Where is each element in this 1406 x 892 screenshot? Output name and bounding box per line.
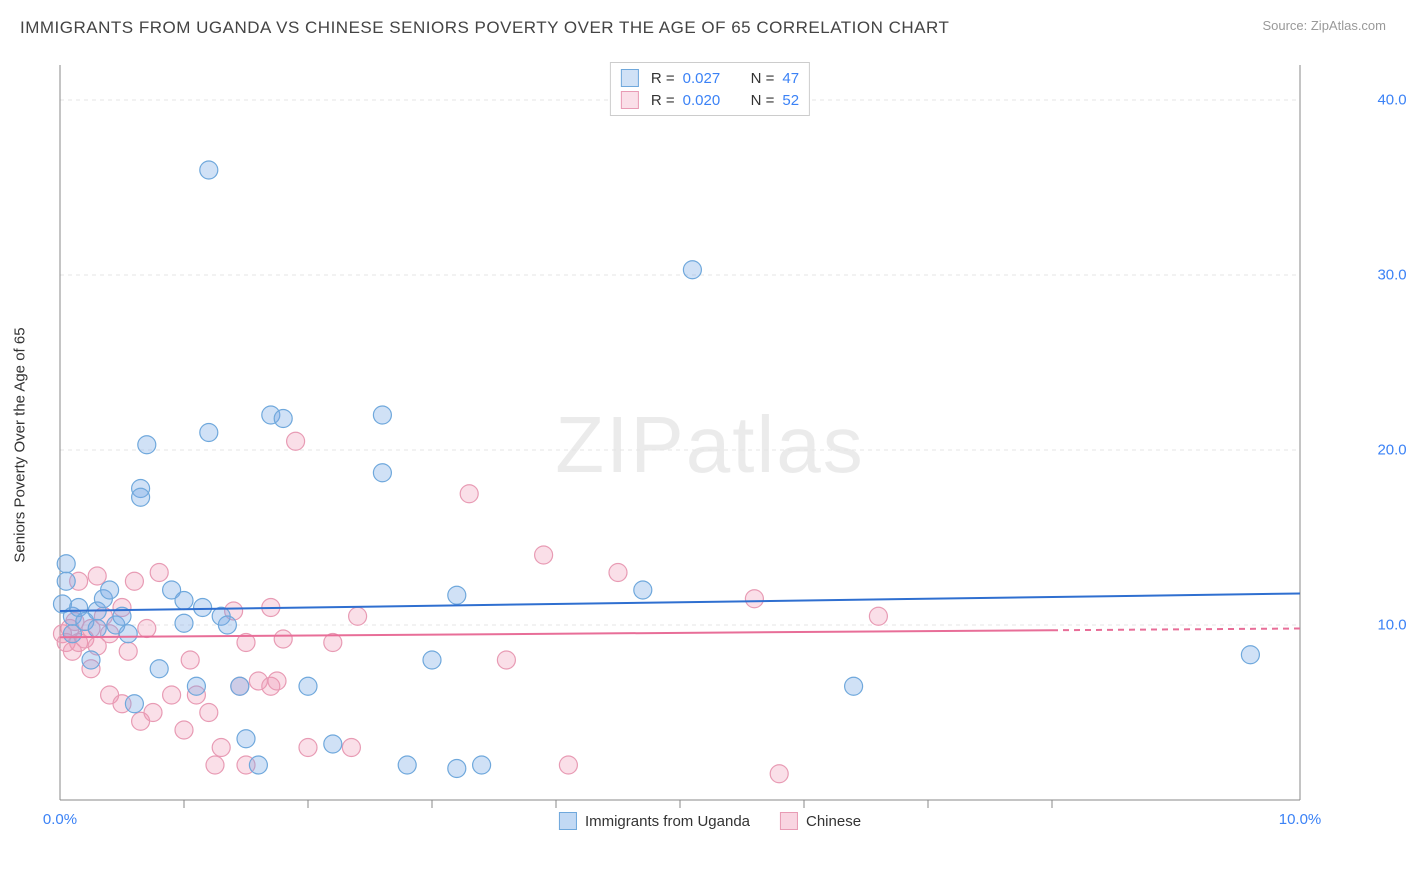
correlation-legend-row: R = 0.020 N = 52 — [621, 89, 799, 111]
chart-title: IMMIGRANTS FROM UGANDA VS CHINESE SENIOR… — [20, 18, 949, 38]
chart-area: Seniors Poverty Over the Age of 65 ZIPat… — [50, 60, 1370, 830]
uganda-trendline — [60, 594, 1300, 612]
n-value: 52 — [782, 92, 799, 109]
series-legend-item: Immigrants from Uganda — [559, 812, 750, 830]
uganda-point — [448, 760, 466, 778]
r-value: 0.020 — [683, 92, 733, 109]
uganda-point — [237, 730, 255, 748]
uganda-point — [473, 756, 491, 774]
uganda-point — [373, 406, 391, 424]
chinese-point — [745, 590, 763, 608]
chinese-point — [274, 630, 292, 648]
uganda-point — [194, 599, 212, 617]
chinese-point — [88, 567, 106, 585]
chinese-point — [535, 546, 553, 564]
chinese-point — [144, 704, 162, 722]
uganda-point — [57, 572, 75, 590]
chinese-point — [163, 686, 181, 704]
uganda-point — [187, 677, 205, 695]
r-label: R = — [651, 70, 675, 87]
chinese-point — [212, 739, 230, 757]
uganda-point — [150, 660, 168, 678]
series-legend-label: Immigrants from Uganda — [585, 813, 750, 830]
uganda-point — [175, 614, 193, 632]
uganda-point — [324, 735, 342, 753]
chinese-point — [125, 572, 143, 590]
uganda-point — [373, 464, 391, 482]
legend-swatch — [780, 812, 798, 830]
uganda-point — [57, 555, 75, 573]
x-tick-label: 0.0% — [43, 811, 77, 828]
series-legend-item: Chinese — [780, 812, 861, 830]
uganda-point — [132, 488, 150, 506]
chinese-point — [175, 721, 193, 739]
chinese-point — [497, 651, 515, 669]
chinese-point — [342, 739, 360, 757]
uganda-point — [398, 756, 416, 774]
legend-swatch — [559, 812, 577, 830]
source-link[interactable]: ZipAtlas.com — [1311, 18, 1386, 33]
uganda-point — [101, 581, 119, 599]
legend-swatch — [621, 69, 639, 87]
chinese-point — [349, 607, 367, 625]
scatter-plot — [50, 60, 1370, 830]
r-value: 0.027 — [683, 70, 733, 87]
n-label: N = — [751, 92, 775, 109]
uganda-point — [231, 677, 249, 695]
source-attribution: Source: ZipAtlas.com — [1262, 18, 1386, 33]
chinese-point — [287, 432, 305, 450]
y-axis-label: Seniors Poverty Over the Age of 65 — [12, 327, 29, 562]
legend-swatch — [621, 91, 639, 109]
uganda-point — [448, 586, 466, 604]
chinese-point — [200, 704, 218, 722]
y-tick-label: 40.0% — [1377, 92, 1406, 109]
chinese-point — [460, 485, 478, 503]
uganda-point — [82, 651, 100, 669]
uganda-point — [274, 410, 292, 428]
uganda-point — [423, 651, 441, 669]
uganda-point — [200, 424, 218, 442]
chinese-point — [770, 765, 788, 783]
chinese-point — [869, 607, 887, 625]
uganda-point — [125, 695, 143, 713]
uganda-point — [845, 677, 863, 695]
y-tick-label: 30.0% — [1377, 267, 1406, 284]
chinese-point — [609, 564, 627, 582]
uganda-point — [88, 620, 106, 638]
y-tick-label: 20.0% — [1377, 442, 1406, 459]
uganda-point — [200, 161, 218, 179]
chinese-point — [138, 620, 156, 638]
chinese-trendline-ext — [1052, 629, 1300, 631]
n-value: 47 — [782, 70, 799, 87]
correlation-legend: R = 0.027 N = 47 R = 0.020 N = 52 — [610, 62, 810, 116]
uganda-point — [249, 756, 267, 774]
chinese-point — [181, 651, 199, 669]
y-tick-label: 10.0% — [1377, 617, 1406, 634]
chinese-trendline — [60, 630, 1052, 637]
uganda-point — [683, 261, 701, 279]
series-legend: Immigrants from Uganda Chinese — [559, 812, 861, 830]
uganda-point — [299, 677, 317, 695]
uganda-point — [218, 616, 236, 634]
uganda-point — [1241, 646, 1259, 664]
uganda-point — [634, 581, 652, 599]
r-label: R = — [651, 92, 675, 109]
uganda-point — [175, 592, 193, 610]
chinese-point — [150, 564, 168, 582]
chinese-point — [268, 672, 286, 690]
x-tick-label: 10.0% — [1279, 811, 1322, 828]
series-legend-label: Chinese — [806, 813, 861, 830]
chinese-point — [559, 756, 577, 774]
uganda-point — [119, 625, 137, 643]
chinese-point — [299, 739, 317, 757]
chinese-point — [119, 642, 137, 660]
correlation-legend-row: R = 0.027 N = 47 — [621, 67, 799, 89]
n-label: N = — [751, 70, 775, 87]
source-label: Source: — [1262, 18, 1310, 33]
header: IMMIGRANTS FROM UGANDA VS CHINESE SENIOR… — [20, 18, 1386, 38]
uganda-point — [138, 436, 156, 454]
chinese-point — [206, 756, 224, 774]
